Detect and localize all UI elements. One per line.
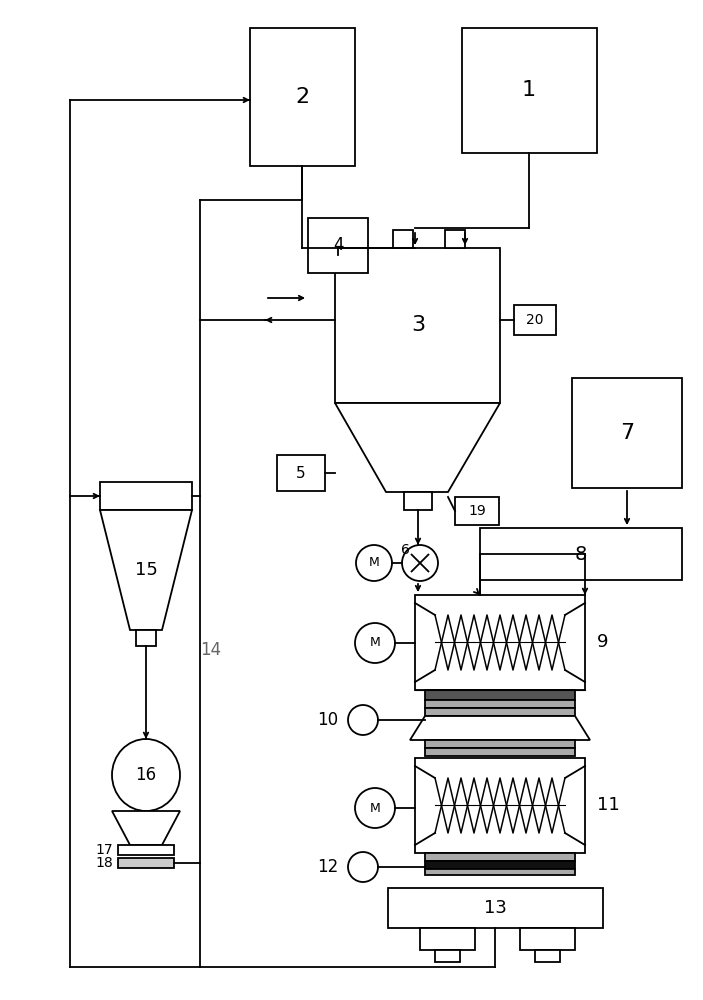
Text: 14: 14 (200, 641, 221, 659)
Text: 13: 13 (484, 899, 506, 917)
Text: 19: 19 (468, 504, 486, 518)
Circle shape (356, 545, 392, 581)
Bar (462, 28, 597, 153)
Bar (425, 690, 575, 700)
Text: 9: 9 (597, 633, 609, 651)
Polygon shape (112, 811, 180, 845)
Text: 2: 2 (295, 87, 309, 107)
Text: 20: 20 (527, 313, 543, 327)
Bar (425, 853, 575, 861)
Bar (425, 708, 575, 716)
Bar (455, 497, 499, 525)
Bar (308, 218, 368, 273)
Bar (514, 305, 556, 335)
Bar (136, 630, 156, 646)
Bar (425, 869, 575, 875)
Bar (393, 230, 413, 248)
Bar (535, 950, 560, 962)
Bar (520, 928, 575, 950)
Bar (425, 700, 575, 708)
Circle shape (355, 623, 395, 663)
Bar (425, 861, 575, 869)
Bar (277, 455, 325, 491)
Bar (118, 858, 174, 868)
Text: 1: 1 (522, 80, 536, 100)
Text: 11: 11 (597, 796, 620, 814)
Text: 10: 10 (317, 711, 338, 729)
Bar (420, 928, 475, 950)
Bar (415, 758, 585, 853)
Text: 7: 7 (620, 423, 634, 443)
Circle shape (348, 852, 378, 882)
Text: 15: 15 (134, 561, 157, 579)
Bar (445, 230, 465, 248)
Circle shape (348, 705, 378, 735)
Text: 3: 3 (411, 315, 425, 335)
Polygon shape (410, 716, 590, 740)
Bar (415, 595, 585, 690)
Bar (388, 888, 603, 928)
Text: 12: 12 (317, 858, 338, 876)
Bar (100, 482, 192, 510)
Text: M: M (370, 802, 380, 814)
Text: 8: 8 (575, 544, 587, 564)
Text: M: M (370, 637, 380, 650)
Bar (250, 28, 355, 166)
Bar (425, 748, 575, 756)
Bar (404, 492, 432, 510)
Text: 17: 17 (96, 843, 113, 857)
Bar (335, 248, 500, 403)
Ellipse shape (112, 739, 180, 811)
Polygon shape (335, 403, 500, 492)
Bar (572, 378, 682, 488)
Text: 18: 18 (95, 856, 113, 870)
Circle shape (402, 545, 438, 581)
Bar (480, 528, 682, 580)
Text: 16: 16 (136, 766, 157, 784)
Bar (425, 740, 575, 748)
Text: M: M (368, 556, 380, 570)
Text: 4: 4 (333, 236, 343, 254)
Bar (435, 950, 460, 962)
Text: 5: 5 (296, 466, 306, 481)
Bar (118, 845, 174, 855)
Circle shape (355, 788, 395, 828)
Polygon shape (100, 510, 192, 630)
Text: 6: 6 (401, 543, 409, 557)
